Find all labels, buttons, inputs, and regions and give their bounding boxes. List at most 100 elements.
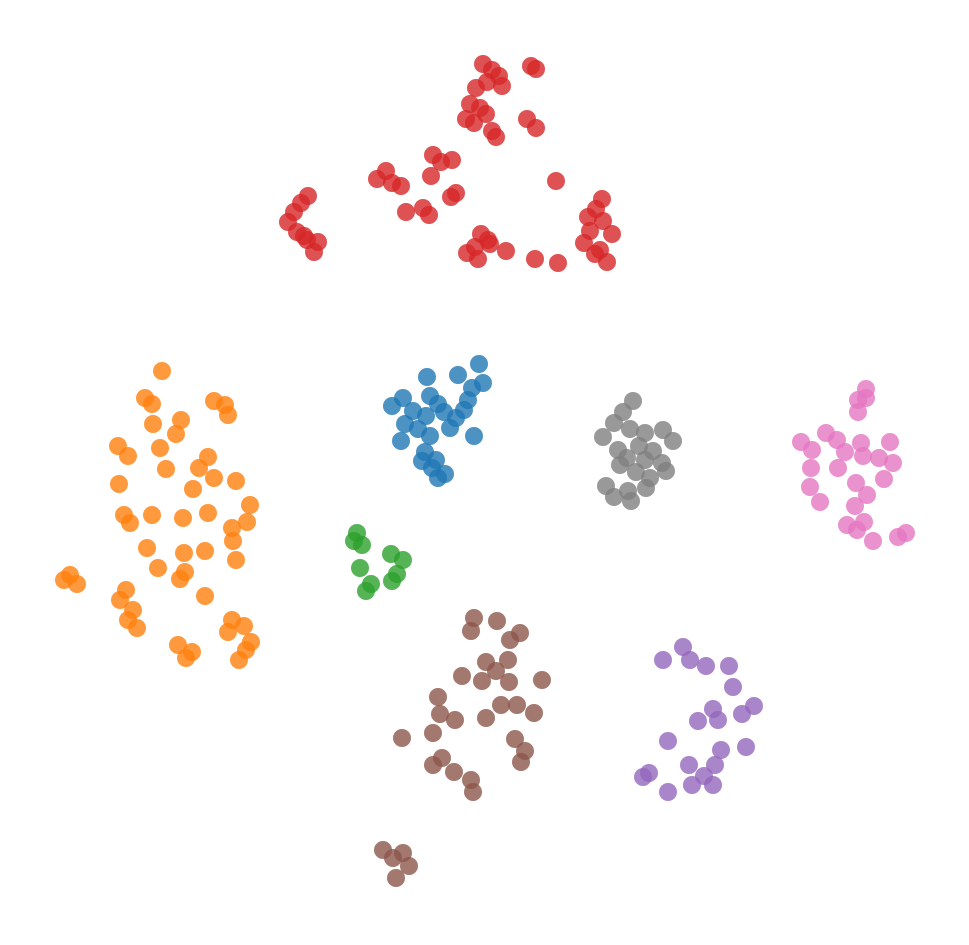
scatter-point xyxy=(295,227,313,245)
scatter-point xyxy=(654,651,672,669)
scatter-point xyxy=(464,783,482,801)
scatter-point xyxy=(854,447,872,465)
scatter-point xyxy=(829,459,847,477)
scatter-point xyxy=(549,254,567,272)
scatter-point xyxy=(706,756,724,774)
scatter-point xyxy=(144,415,162,433)
scatter-point xyxy=(429,469,447,487)
cluster-6 xyxy=(374,609,551,887)
scatter-point xyxy=(527,60,545,78)
scatter-point xyxy=(453,667,471,685)
scatter-point xyxy=(383,397,401,415)
scatter-point xyxy=(487,662,505,680)
scatter-point xyxy=(477,709,495,727)
scatter-point xyxy=(400,857,418,875)
scatter-point xyxy=(205,469,223,487)
scatter-point xyxy=(897,524,915,542)
scatter-point xyxy=(421,427,439,445)
scatter-point xyxy=(469,250,487,268)
scatter-point xyxy=(237,641,255,659)
scatter-point xyxy=(442,188,460,206)
scatter-point xyxy=(149,559,167,577)
cluster-4 xyxy=(792,380,915,550)
scatter-point xyxy=(413,452,431,470)
scatter-point xyxy=(445,763,463,781)
scatter-point xyxy=(353,536,371,554)
scatter-point xyxy=(501,631,519,649)
scatter-point xyxy=(803,441,821,459)
scatter-point xyxy=(449,366,467,384)
scatter-point xyxy=(177,649,195,667)
scatter-point xyxy=(424,724,442,742)
scatter-point xyxy=(151,439,169,457)
scatter-point xyxy=(305,243,323,261)
scatter-point xyxy=(720,657,738,675)
scatter-point xyxy=(392,432,410,450)
scatter-point xyxy=(397,203,415,221)
scatter-point xyxy=(110,475,128,493)
scatter-point xyxy=(219,406,237,424)
scatter-point xyxy=(547,172,565,190)
scatter-point xyxy=(357,582,375,600)
scatter-point xyxy=(733,705,751,723)
scatter-point xyxy=(881,433,899,451)
scatter-point xyxy=(802,459,820,477)
scatter-point xyxy=(227,472,245,490)
cluster-7 xyxy=(634,638,763,801)
scatter-point xyxy=(465,427,483,445)
scatter-point xyxy=(368,170,386,188)
scatter-point xyxy=(526,250,544,268)
scatter-point xyxy=(470,355,488,373)
scatter-point xyxy=(467,79,485,97)
scatter-point xyxy=(418,368,436,386)
scatter-point xyxy=(640,764,658,782)
scatter-point xyxy=(533,671,551,689)
scatter-point xyxy=(630,437,648,455)
scatter-point xyxy=(836,443,854,461)
scatter-point xyxy=(167,425,185,443)
scatter-point xyxy=(870,449,888,467)
scatter-point xyxy=(508,696,526,714)
scatter-point xyxy=(579,208,597,226)
scatter-point xyxy=(169,636,187,654)
scatter-point xyxy=(637,479,655,497)
scatter-point xyxy=(223,519,241,537)
scatter-point xyxy=(848,521,866,539)
scatter-point xyxy=(683,776,701,794)
scatter-point xyxy=(441,419,459,437)
scatter-point xyxy=(446,711,464,729)
scatter-point xyxy=(603,225,621,243)
scatter-point xyxy=(680,756,698,774)
cluster-0 xyxy=(279,55,621,272)
scatter-point xyxy=(238,513,256,531)
scatter-point xyxy=(119,447,137,465)
scatter-point xyxy=(171,570,189,588)
scatter-point xyxy=(611,456,629,474)
scatter-point xyxy=(512,753,530,771)
scatter-point xyxy=(481,235,499,253)
scatter-point xyxy=(224,532,242,550)
scatter-point xyxy=(465,114,483,132)
scatter-point xyxy=(849,403,867,421)
scatter-point xyxy=(704,776,722,794)
scatter-point xyxy=(864,532,882,550)
scatter-point xyxy=(525,704,543,722)
scatter-point xyxy=(121,514,139,532)
scatter-point xyxy=(473,672,491,690)
scatter-point xyxy=(858,486,876,504)
scatter-point xyxy=(235,617,253,635)
cluster-1 xyxy=(55,362,260,669)
scatter-point xyxy=(801,478,819,496)
scatter-point xyxy=(594,428,612,446)
scatter-point xyxy=(884,454,902,472)
scatter-point xyxy=(174,509,192,527)
scatter-point xyxy=(219,623,237,641)
scatter-point xyxy=(499,651,517,669)
scatter-point xyxy=(847,474,865,492)
scatter-point xyxy=(172,411,190,429)
scatter-point xyxy=(184,480,202,498)
scatter-point xyxy=(697,657,715,675)
scatter-point xyxy=(383,572,401,590)
scatter-point xyxy=(143,506,161,524)
